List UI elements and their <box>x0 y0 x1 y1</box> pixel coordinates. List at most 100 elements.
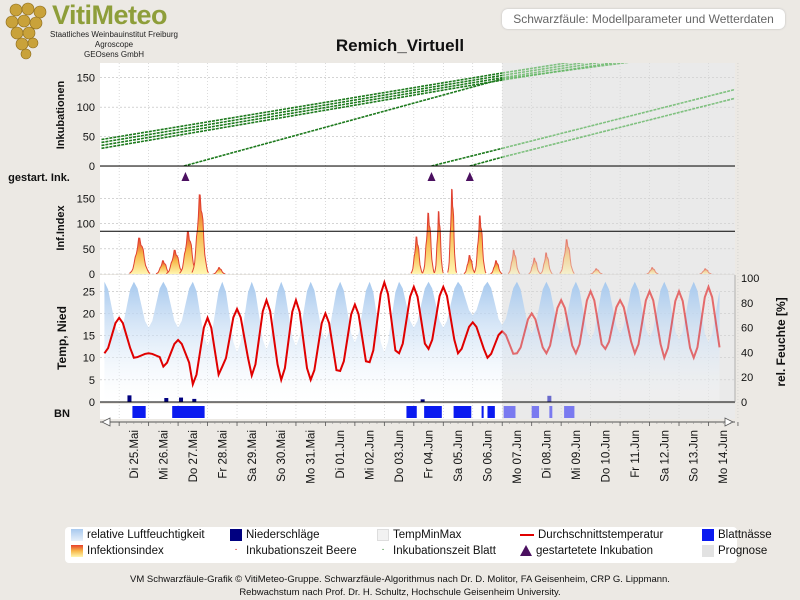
day-tick-label: Mo 07.Jun <box>512 430 524 484</box>
day-tick-label: Sa 05.Jun <box>453 430 465 482</box>
leaf-wetness-bar <box>132 406 146 418</box>
inf-tick-label: 0 <box>89 269 95 281</box>
humidity-tick-label: 0 <box>741 397 747 409</box>
leafwetness-axis-title: BN <box>54 408 70 420</box>
ink-tick-label: 0 <box>89 161 95 173</box>
started-incubation-marker <box>465 172 474 181</box>
day-tick-label: Mi 09.Jun <box>571 430 583 480</box>
leaf-incubation-line <box>502 88 735 150</box>
day-tick-label: Do 27.Mai <box>188 430 200 482</box>
started-inc-axis-title: gestart. Ink. <box>8 172 70 184</box>
forecast-swatch-icon <box>702 545 714 557</box>
leaf-incubation-line <box>101 79 503 150</box>
day-tick-label: Sa 29.Mai <box>247 430 259 482</box>
temp-tick-label: 20 <box>83 308 95 320</box>
legend-label: TempMinMax <box>393 529 462 542</box>
leaf-wetness-bar <box>487 406 495 418</box>
legend-label: Niederschläge <box>246 529 320 542</box>
temp-tick-label: 5 <box>89 375 95 387</box>
day-tick-label: Fr 11.Jun <box>630 430 642 478</box>
rain-bar <box>192 398 197 402</box>
footer-line-2: Rebwachstum nach Prof. Dr. H. Schultz, H… <box>239 587 561 598</box>
leaf-wetness-bar <box>172 406 205 418</box>
inf-tick-label: 100 <box>77 219 95 231</box>
rain-bar <box>179 397 184 402</box>
day-tick-label: Do 03.Jun <box>394 430 406 482</box>
temp-tick-label: 10 <box>83 353 95 365</box>
day-tick-label: So 06.Jun <box>482 430 494 482</box>
infection-peak-outline <box>166 249 185 274</box>
inf-tick-label: 150 <box>77 194 95 206</box>
scroll-left-icon <box>101 417 111 427</box>
rain-bar <box>547 395 552 402</box>
avg-temp-line <box>103 279 503 389</box>
started-incubation-marker <box>427 172 436 181</box>
legend-label: gestartetete Inkubation <box>536 545 653 557</box>
day-tick-label: Do 10.Jun <box>600 430 612 482</box>
day-tick-label: So 30.Mai <box>276 430 288 482</box>
leaf-wetness-bar <box>424 406 442 418</box>
day-tick-label: Fr 04.Jun <box>424 430 436 479</box>
infection-peak-outline <box>528 257 541 274</box>
temp-axis-title: Temp, Nied <box>55 306 69 370</box>
day-tick-label: Sa 12.Jun <box>659 430 671 482</box>
humidity-tick-label: 60 <box>741 323 753 335</box>
org-line-3: GEOsens GmbH <box>83 50 144 59</box>
footer: VM Schwarzfäule-Grafik © VitiMeteo-Grupp… <box>0 573 800 599</box>
day-tick-label: Fr 28.Mai <box>217 430 229 479</box>
vitimeteo-logo: VitiMeteo Staatliches Weinbauinstitut Fr… <box>2 0 192 62</box>
leaf-wetness-bar <box>531 406 540 418</box>
chart-type-tab[interactable]: Schwarzfäule: Modellparameter und Wetter… <box>502 9 785 29</box>
legend-item-tempminmax: TempMinMax <box>377 529 461 541</box>
legend-item-berry-incubation: · Inkubationszeit Beere <box>230 545 357 558</box>
infection-peak-outline <box>422 212 435 274</box>
infection-peak-outline <box>191 194 209 273</box>
leaf-incubation-line <box>101 76 503 147</box>
legend-item-started-incubation: gestartetete Inkubation <box>520 545 653 557</box>
leaf-incubation-line <box>183 78 503 166</box>
infection-peak-outline <box>463 254 476 274</box>
leaf-incubation-line <box>101 74 503 144</box>
day-tick-label: Mi 26.Mai <box>158 430 170 480</box>
ink-tick-label: 100 <box>77 102 95 114</box>
leaf-wetness-bar <box>481 406 484 418</box>
day-tick-label: Di 01.Jun <box>335 430 347 479</box>
legend-label: Durchschnittstemperatur <box>538 529 664 541</box>
infection-peak-outline <box>490 260 503 274</box>
temp-tick-label: 0 <box>89 397 95 409</box>
humidity-tick-label: 100 <box>741 273 759 285</box>
legend-item-rain: Niederschläge <box>230 529 320 541</box>
leaf-wetness-bar <box>549 406 553 418</box>
legend-label: Prognose <box>718 545 768 558</box>
humidity-tick-label: 80 <box>741 298 753 310</box>
org-line-1: Staatliches Weinbauinstitut Freiburg <box>50 30 178 39</box>
humidity-axis-title: rel. Feuchte [%] <box>774 297 788 386</box>
scroll-right-icon <box>724 417 734 427</box>
legend-label: Inkubationszeit Beere <box>246 545 357 558</box>
infection-peak-outline <box>646 267 659 274</box>
leaf-wetness-bar <box>564 406 575 418</box>
legend-label: Blattnässe <box>718 529 772 542</box>
inf-tick-label: 50 <box>83 244 95 256</box>
legend-item-leaf-incubation: · Inkubationszeit Blatt <box>377 544 496 558</box>
rain-swatch-icon <box>230 529 242 541</box>
infection-peak-outline <box>590 268 603 274</box>
infection-peak-outline <box>473 215 487 274</box>
legend-item-humidity: relative Luftfeuchtigkeit <box>71 529 205 541</box>
infection-peak-outline <box>213 267 226 274</box>
leafwetness-swatch-icon <box>702 529 714 541</box>
infection-peak-outline <box>433 211 444 274</box>
legend: relative Luftfeuchtigkeit Niederschläge … <box>65 527 772 563</box>
infection-peak <box>129 238 151 274</box>
rain-bar <box>420 399 425 402</box>
legend-item-forecast: Prognose <box>702 545 767 557</box>
inf-axis-title: Inf.Index <box>55 205 67 251</box>
started-incubation-marker <box>181 172 190 181</box>
leaf-dot-icon: · <box>381 544 385 555</box>
org-line-2: Agroscope <box>94 40 134 49</box>
rain-bar <box>164 398 169 402</box>
day-tick-label: Mo 14.Jun <box>718 430 730 484</box>
day-tick-label: Di 08.Jun <box>541 430 553 479</box>
tempminmax-swatch-icon <box>377 529 389 541</box>
day-tick-label: Mi 02.Jun <box>365 430 377 480</box>
